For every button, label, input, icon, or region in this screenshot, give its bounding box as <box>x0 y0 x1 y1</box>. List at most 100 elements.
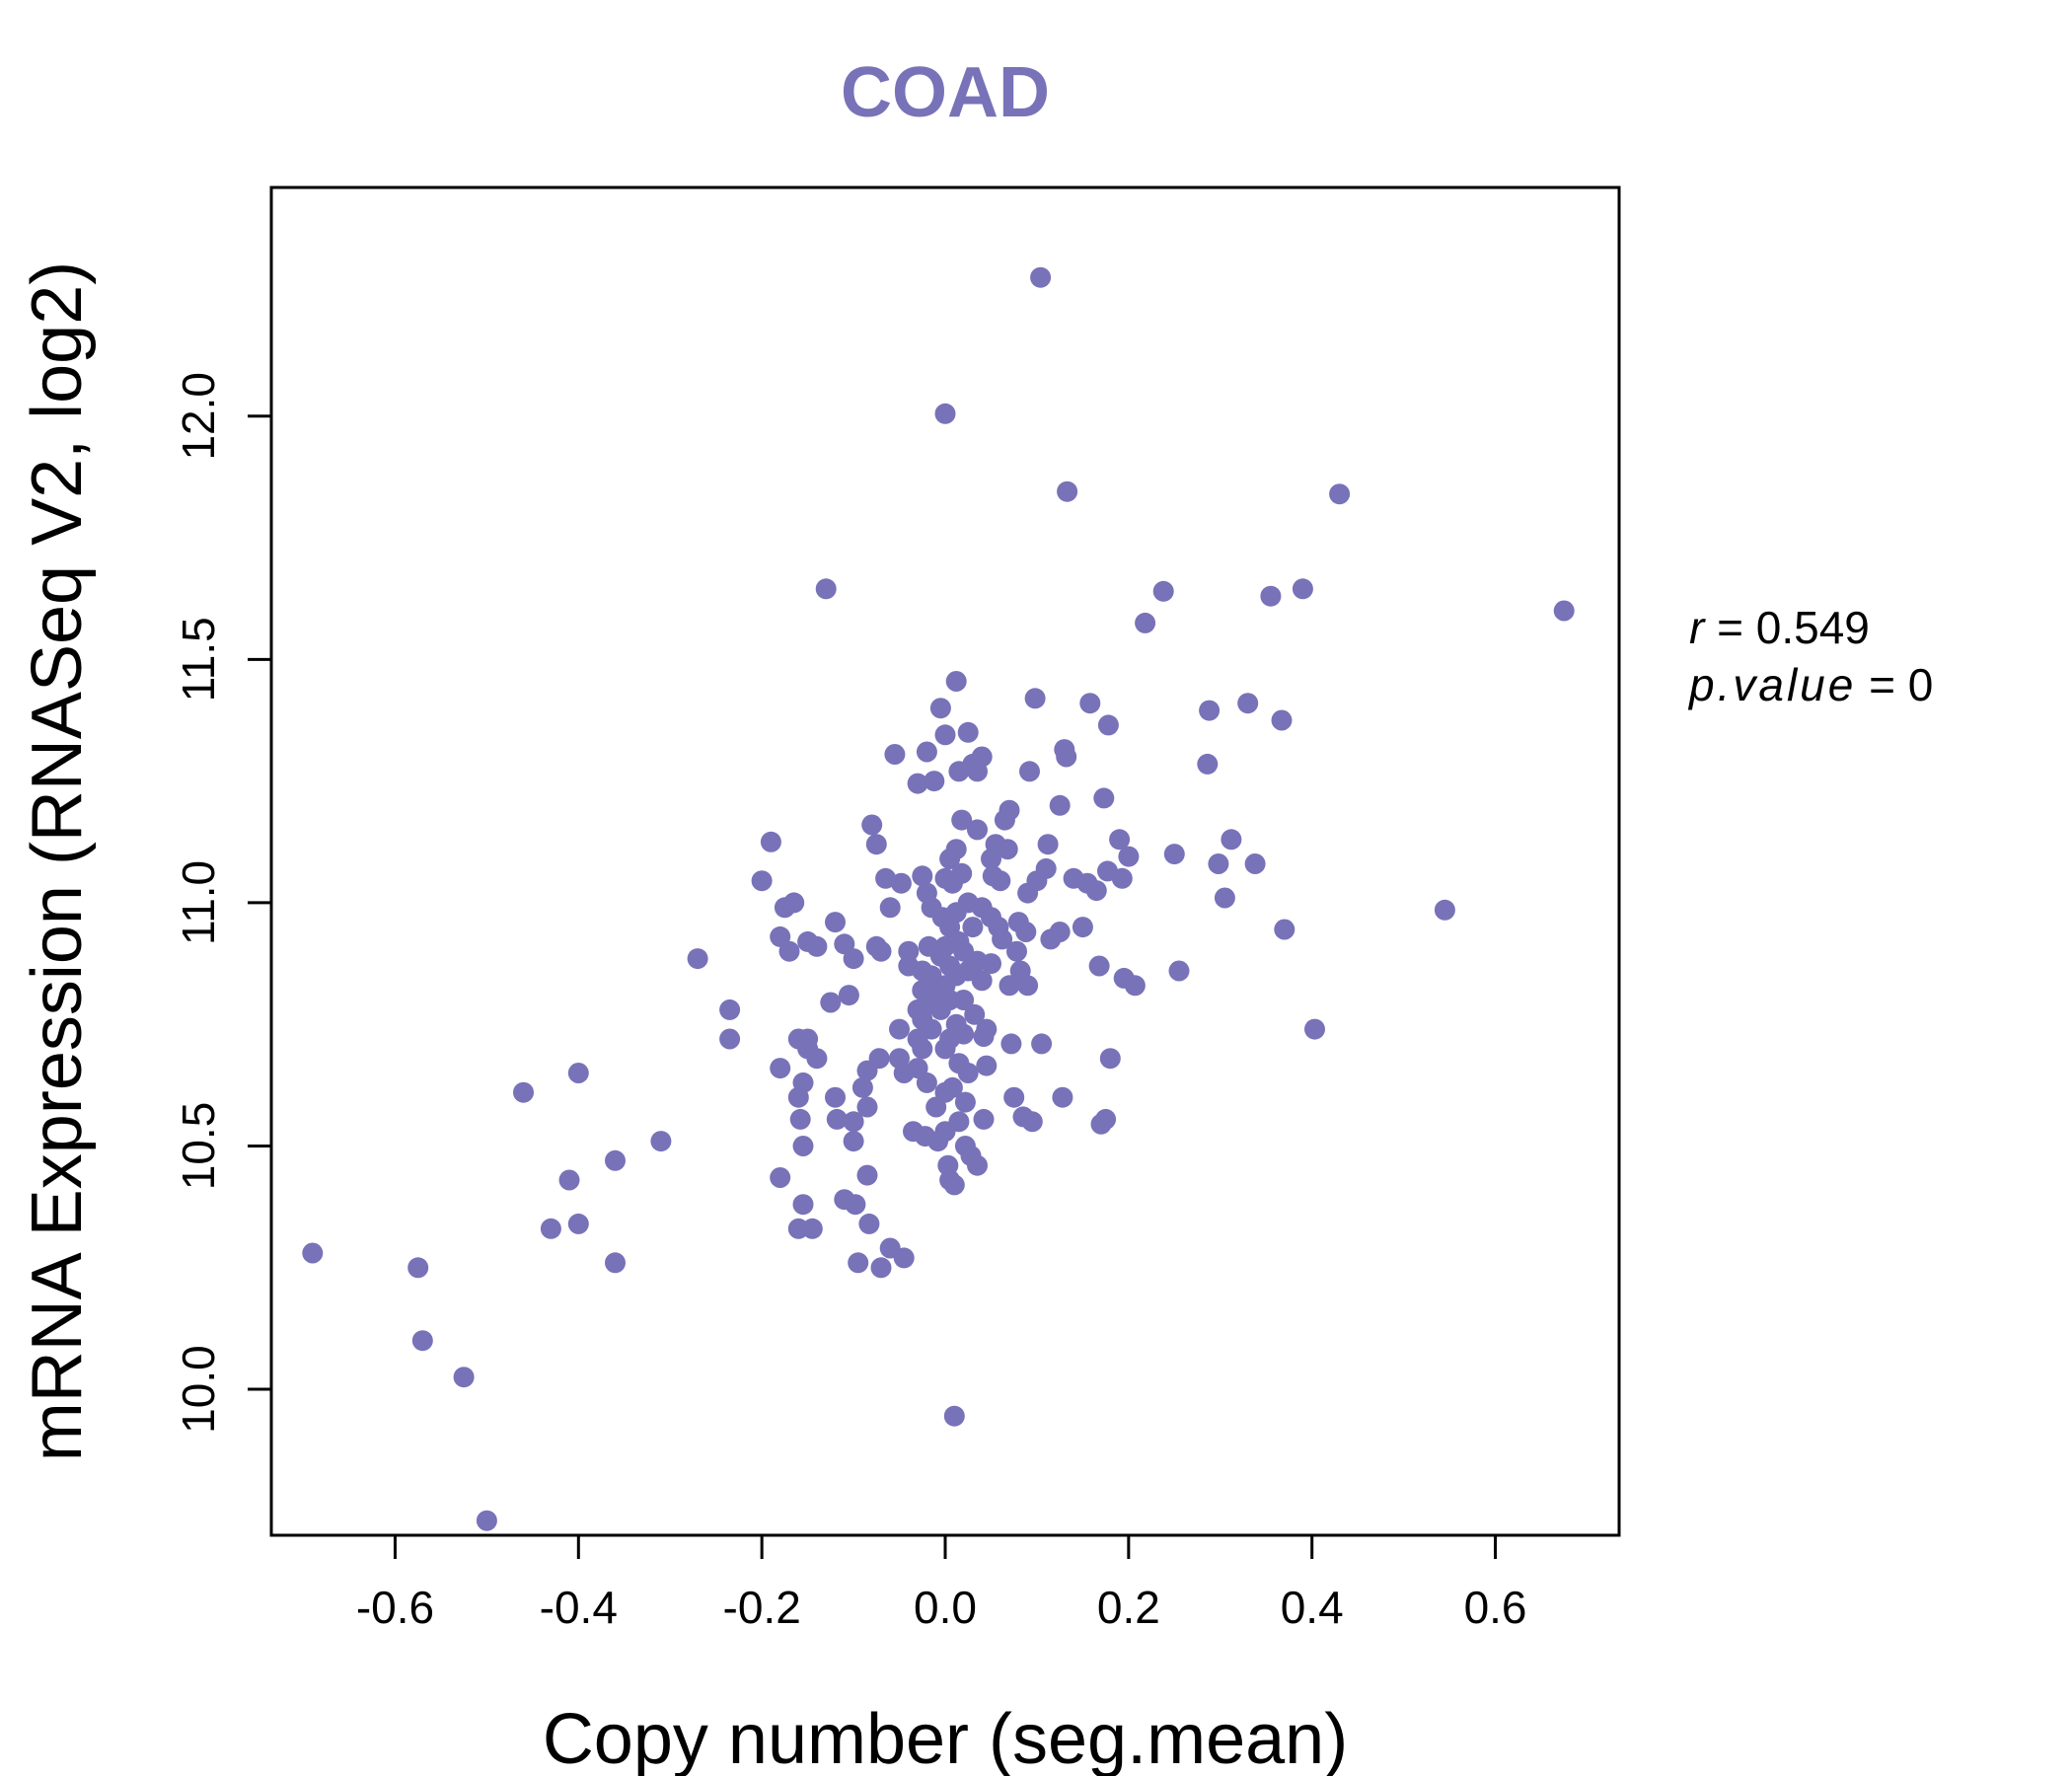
data-points <box>302 266 1575 1531</box>
data-point <box>962 917 984 938</box>
data-point <box>929 698 951 719</box>
data-point <box>1030 266 1052 288</box>
data-point <box>1097 714 1119 736</box>
data-point <box>945 839 967 860</box>
data-point <box>1434 899 1455 921</box>
data-point <box>540 1218 561 1239</box>
x-tick-label: 0.4 <box>1281 1582 1344 1633</box>
data-point <box>997 839 1018 860</box>
data-point <box>861 814 883 836</box>
data-point <box>875 867 897 889</box>
data-point <box>851 1076 873 1098</box>
data-point <box>789 1108 811 1130</box>
data-point <box>302 1242 324 1264</box>
data-point <box>558 1169 580 1191</box>
data-point <box>845 1194 866 1216</box>
data-point <box>1214 887 1235 909</box>
data-point <box>1003 1086 1025 1108</box>
data-point <box>868 1048 890 1070</box>
data-point <box>1024 688 1046 709</box>
data-point <box>967 1154 988 1176</box>
data-point <box>806 935 828 957</box>
data-point <box>865 834 887 855</box>
data-point <box>1135 612 1156 633</box>
data-point <box>1093 787 1115 809</box>
data-point <box>971 970 993 992</box>
data-point <box>1037 834 1059 855</box>
p-value: 0 <box>1908 659 1934 710</box>
data-point <box>976 1055 998 1076</box>
data-point <box>820 992 842 1013</box>
data-point <box>953 990 975 1010</box>
data-point <box>945 671 967 692</box>
data-point <box>411 1330 433 1352</box>
data-point <box>1118 846 1140 867</box>
data-point <box>879 897 901 919</box>
data-point <box>605 1252 626 1274</box>
data-point <box>964 1003 986 1025</box>
data-point <box>843 1111 864 1133</box>
data-point <box>1163 844 1185 865</box>
data-point <box>825 1086 846 1108</box>
data-point <box>1072 917 1093 938</box>
y-axis: 10.0 10.5 11.0 11.5 12.0 <box>173 372 273 1434</box>
data-point <box>567 1213 589 1234</box>
data-point <box>890 872 912 894</box>
data-point <box>999 799 1020 821</box>
y-tick-label: 10.0 <box>173 1345 224 1434</box>
data-point <box>513 1081 534 1103</box>
data-point <box>912 1038 933 1060</box>
data-point <box>921 1018 942 1040</box>
data-point <box>1052 1086 1073 1108</box>
data-point <box>856 1096 878 1118</box>
data-point <box>843 948 864 970</box>
data-point <box>981 953 1001 975</box>
data-point <box>992 928 1013 950</box>
data-point <box>1553 600 1575 622</box>
correlation-stats: r = 0.549 p.value = 0 <box>1687 602 1933 710</box>
data-point <box>1292 578 1313 600</box>
data-point <box>1274 919 1295 940</box>
data-point <box>973 1108 995 1130</box>
x-tick-label: 0.6 <box>1464 1582 1527 1633</box>
data-point <box>1244 853 1266 874</box>
data-point <box>687 948 708 970</box>
data-point <box>751 870 773 892</box>
data-point <box>934 403 956 424</box>
data-point <box>567 1063 589 1083</box>
y-tick-label: 12.0 <box>173 372 224 461</box>
data-point <box>770 1058 791 1079</box>
data-point <box>870 1257 892 1279</box>
data-point <box>825 912 846 933</box>
data-point <box>1021 1111 1043 1133</box>
r-symbol: r <box>1689 602 1706 653</box>
x-tick-label: 0.2 <box>1097 1582 1160 1633</box>
data-point <box>999 975 1020 997</box>
data-point <box>770 1167 791 1188</box>
data-point <box>1304 1018 1325 1040</box>
x-tick-label: 0.0 <box>914 1582 977 1633</box>
data-point <box>719 999 741 1020</box>
data-point <box>976 1018 998 1040</box>
data-point <box>848 1252 869 1274</box>
data-point <box>954 1091 976 1113</box>
data-point <box>1152 580 1174 602</box>
y-tick-label: 11.5 <box>173 617 224 702</box>
data-point <box>916 1072 937 1093</box>
data-point <box>1168 960 1190 982</box>
data-point <box>453 1367 475 1388</box>
data-point <box>1197 753 1219 775</box>
y-axis-title: mRNA Expression (RNASeq V2, log2) <box>18 261 97 1461</box>
r-statistic: r = 0.549 <box>1689 602 1870 653</box>
data-point <box>884 744 906 765</box>
data-point <box>1057 481 1078 502</box>
data-point <box>856 1164 878 1186</box>
data-point <box>924 771 945 792</box>
data-point <box>912 865 933 887</box>
data-point <box>1221 829 1242 851</box>
y-tick-label: 11.0 <box>173 860 224 945</box>
data-point <box>941 1076 963 1098</box>
data-point <box>1095 1108 1117 1130</box>
data-point <box>934 724 956 746</box>
data-point <box>1049 922 1071 942</box>
